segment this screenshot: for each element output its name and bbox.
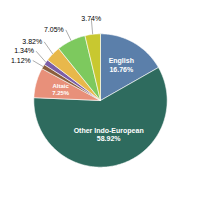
svg-text:Other Indo-European58.92%: Other Indo-European58.92% (74, 127, 144, 142)
svg-text:3.82%: 3.82% (22, 38, 42, 45)
svg-text:7.05%: 7.05% (44, 26, 64, 33)
svg-text:1.34%: 1.34% (14, 47, 34, 54)
svg-text:Altaic7.25%: Altaic7.25% (52, 83, 70, 96)
svg-text:English16.76%: English16.76% (109, 57, 134, 72)
svg-text:1.12%: 1.12% (11, 57, 31, 64)
svg-text:3.74%: 3.74% (81, 15, 101, 22)
